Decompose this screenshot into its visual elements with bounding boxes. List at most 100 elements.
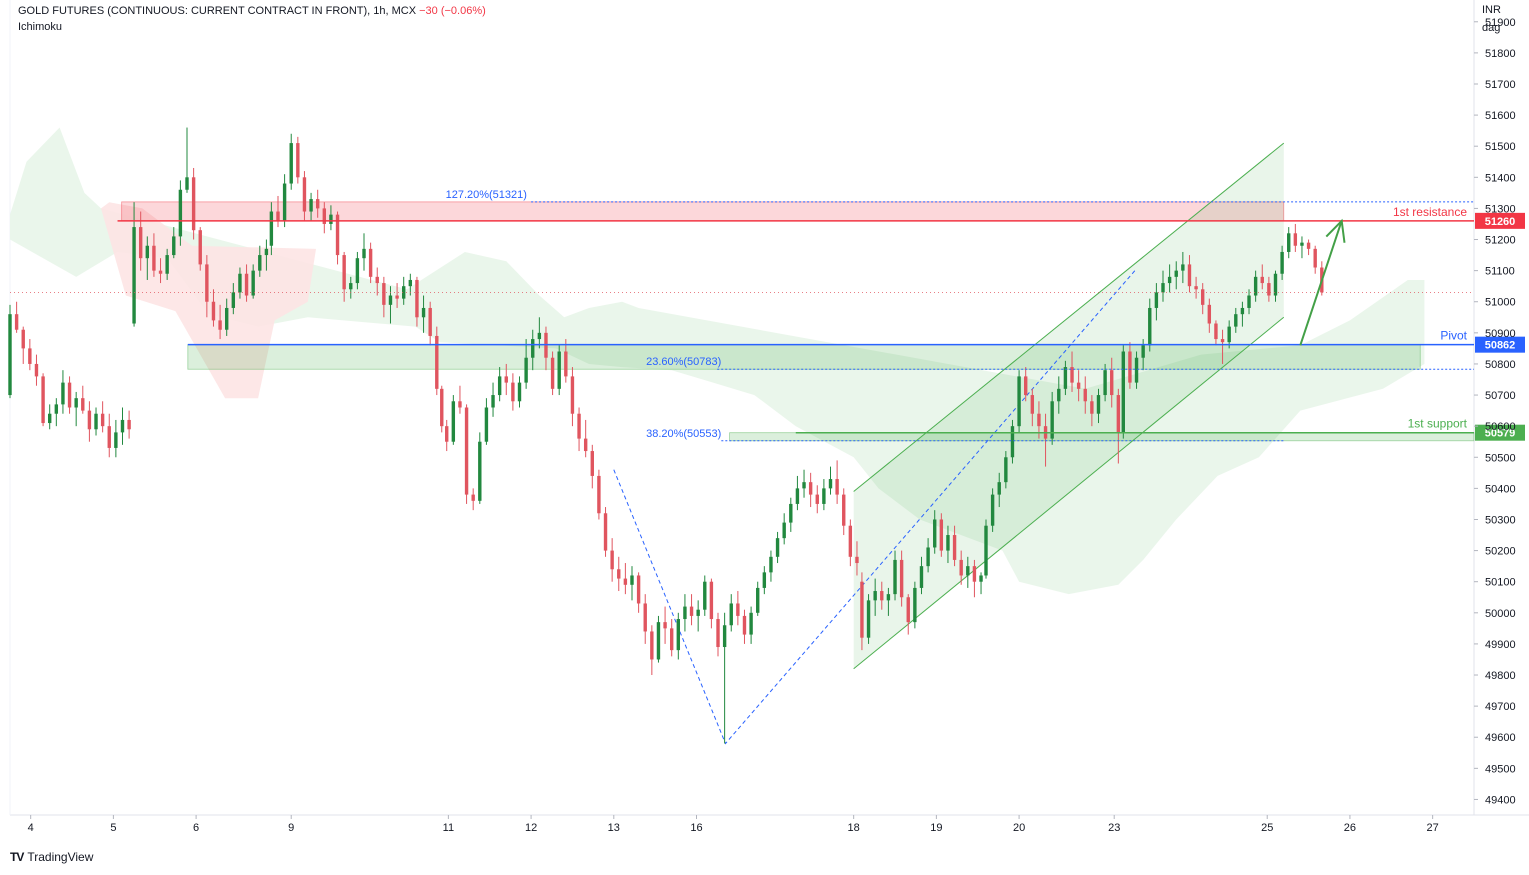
- candle-up: [893, 550, 897, 601]
- candle-body: [842, 494, 846, 526]
- candle-body: [491, 395, 495, 408]
- candle-body: [225, 307, 229, 330]
- symbol-header[interactable]: GOLD FUTURES (CONTINUOUS: CURRENT CONTRA…: [18, 5, 486, 17]
- candle-body: [1313, 248, 1317, 268]
- channel-lower-line[interactable]: [853, 316, 1285, 670]
- candle-body: [100, 413, 105, 427]
- candle-down: [709, 578, 714, 629]
- level-name-support: 1st support: [1408, 417, 1468, 431]
- candle-down: [1293, 223, 1298, 252]
- candle-body: [990, 494, 995, 526]
- candle-down: [1201, 283, 1205, 315]
- candle-body: [893, 559, 897, 595]
- candle-body: [789, 503, 793, 523]
- candle-up: [225, 298, 229, 336]
- candle-body: [1161, 283, 1165, 293]
- candle-down: [570, 367, 575, 427]
- candle-up: [61, 370, 65, 414]
- candle-down: [899, 550, 904, 607]
- candle-body: [48, 413, 52, 424]
- candle-body: [362, 248, 366, 259]
- candle-down: [382, 276, 386, 318]
- candle-up: [48, 404, 52, 430]
- candle-up: [1134, 351, 1139, 389]
- fib-swing-line[interactable]: [613, 270, 1136, 745]
- level-price-tag-support[interactable]: 50579: [1475, 424, 1525, 441]
- fib-level-label: 127.20%(51321): [446, 189, 527, 201]
- candle-down: [158, 258, 163, 284]
- candle-up: [984, 519, 988, 579]
- candle-up: [172, 227, 176, 259]
- candle-body: [185, 177, 189, 190]
- indicator-legend[interactable]: Ichimoku: [18, 21, 62, 33]
- candle-body: [775, 538, 780, 557]
- candle-up: [676, 612, 681, 660]
- candle-down: [906, 594, 910, 635]
- symbol-title[interactable]: GOLD FUTURES (CONTINUOUS: CURRENT CONTRA…: [18, 5, 417, 17]
- candle-down: [855, 541, 859, 576]
- candle-body: [1167, 276, 1172, 284]
- x-tick-label: 4: [28, 822, 34, 834]
- x-tick-label: 19: [930, 822, 942, 834]
- candle-down: [1194, 276, 1198, 299]
- price-tag-text: 50579: [1485, 428, 1516, 440]
- candle-body: [828, 479, 833, 489]
- candle-down: [67, 376, 72, 414]
- candle-body: [855, 556, 859, 564]
- candle-body: [231, 292, 236, 308]
- candle-body: [152, 245, 156, 271]
- candle-body: [238, 273, 242, 293]
- x-tick-label: 25: [1261, 822, 1273, 834]
- candle-body: [158, 270, 163, 274]
- candle-down: [415, 276, 419, 327]
- candle-down: [1110, 357, 1114, 408]
- candle-body: [531, 339, 535, 358]
- candle-body: [402, 286, 406, 299]
- candle-body: [1096, 395, 1101, 414]
- candle-up: [946, 525, 950, 564]
- horizontal-levels[interactable]: 127.20%(51321) 23.60%(50783) 38.20%(50553)…: [10, 189, 1525, 442]
- candle-down: [972, 559, 977, 598]
- projection-arrow-line[interactable]: [1299, 220, 1343, 346]
- candle-up: [517, 376, 522, 408]
- candle-body: [322, 208, 327, 224]
- candle-body: [138, 227, 143, 259]
- level-price-tag-resistance[interactable]: 51260: [1475, 212, 1525, 229]
- candle-body: [289, 143, 293, 184]
- candle-body: [445, 426, 449, 442]
- candle-up: [1096, 388, 1101, 424]
- candle-up: [145, 236, 150, 280]
- level-price-tag-pivot[interactable]: 50862: [1475, 336, 1525, 353]
- candle-up: [421, 295, 426, 333]
- candle-up: [762, 566, 767, 595]
- candle-body: [1050, 401, 1054, 439]
- candle-up: [656, 615, 661, 663]
- brand-name: TradingView: [27, 850, 94, 864]
- candle-body: [408, 279, 413, 287]
- candle-up: [828, 466, 833, 495]
- candle-body: [919, 566, 924, 588]
- tradingview-brand[interactable]: TV TradingView: [10, 850, 93, 864]
- candle-up: [349, 276, 353, 299]
- candle-body: [244, 273, 249, 296]
- candle-up: [1057, 376, 1061, 414]
- price-tag-bg: [1475, 212, 1525, 229]
- candle-body: [815, 494, 819, 504]
- candle-body: [1267, 283, 1271, 296]
- candle-down: [375, 267, 379, 296]
- indicator-name[interactable]: Ichimoku: [18, 21, 63, 33]
- candle-body: [1273, 273, 1278, 296]
- candle-down: [1214, 320, 1218, 346]
- y-tick-label: 50200: [1485, 546, 1516, 558]
- candle-body: [570, 376, 575, 414]
- candle-body: [1220, 339, 1225, 343]
- candle-body: [1306, 242, 1311, 249]
- candle-body: [689, 606, 694, 616]
- candle-up: [1234, 307, 1238, 333]
- candle-body: [1227, 326, 1231, 343]
- candle-up: [451, 395, 456, 445]
- candle-body: [1024, 376, 1028, 396]
- candle-down: [808, 472, 813, 508]
